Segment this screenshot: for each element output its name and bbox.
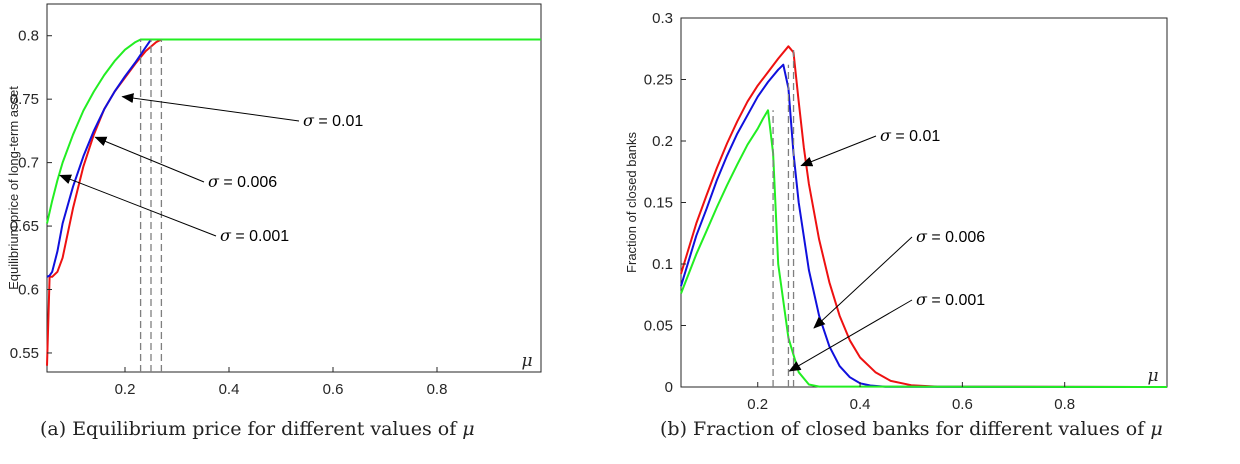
axes-box xyxy=(46,3,542,373)
x-tick-label-1: 0.4 xyxy=(219,381,240,398)
y-tick-label-0: 0.55 xyxy=(10,345,39,362)
annotation-arrow-1 xyxy=(813,236,913,329)
annotation-label-0: σ = 0.01 xyxy=(880,126,940,145)
series-line-1 xyxy=(680,63,1168,388)
series-line-0 xyxy=(46,38,541,366)
y-tick-label-3: 0.15 xyxy=(644,195,673,212)
annotation-arrow-2 xyxy=(788,299,913,372)
y-axis-label: Fraction of closed banks xyxy=(624,132,639,273)
annotation-label-0: σ = 0.01 xyxy=(303,111,363,130)
y-tick-label-1: 0.6 xyxy=(18,282,39,299)
series-line-2 xyxy=(680,109,1168,388)
y-tick-label-5: 0.8 xyxy=(18,28,39,45)
y-tick-label-2: 0.65 xyxy=(10,218,39,235)
x-tick-label-3: 0.8 xyxy=(427,381,448,398)
y-axis-label: Equilibrium price of long-term asset xyxy=(6,86,21,290)
caption-b: (b) Fraction of closed banks for differe… xyxy=(660,418,1163,440)
x-tick-label-0: 0.2 xyxy=(115,381,136,398)
annotation-arrow-0 xyxy=(121,93,300,122)
series-line-0 xyxy=(680,45,1168,388)
y-tick-label-3: 0.7 xyxy=(18,155,39,172)
annotation-label-2: σ = 0.001 xyxy=(916,290,985,309)
annotation-arrow-0 xyxy=(800,135,877,167)
annotation-arrow-1 xyxy=(94,136,205,183)
y-tick-label-5: 0.25 xyxy=(644,72,673,89)
annotation-label-1: σ = 0.006 xyxy=(208,172,277,191)
chart-panel-a: 0.2 0.4 0.6 0.8 0.55 0.6 0.65 0.7 0.75 0.8 μ Equili… xyxy=(6,3,542,398)
annotation-label-2: σ = 0.001 xyxy=(220,226,289,245)
y-tick-label-2: 0.1 xyxy=(652,256,673,273)
axes-box xyxy=(680,17,1168,388)
annotation-arrow-2 xyxy=(59,174,217,237)
x-tick-label-3: 0.8 xyxy=(1054,396,1075,413)
x-tick-label-2: 0.6 xyxy=(952,396,973,413)
y-tick-label-4: 0.75 xyxy=(10,91,39,108)
caption-a-symbol: μ xyxy=(462,418,475,440)
y-tick-label-6: 0.3 xyxy=(652,10,673,27)
x-axis-label: μ xyxy=(1147,366,1158,386)
x-tick-label-2: 0.6 xyxy=(323,381,344,398)
y-tick-label-1: 0.05 xyxy=(644,318,673,335)
caption-b-text: (b) Fraction of closed banks for differe… xyxy=(660,418,1151,440)
x-axis-label: μ xyxy=(521,351,532,371)
y-tick-label-4: 0.2 xyxy=(652,133,673,150)
series-line-1 xyxy=(46,38,541,278)
caption-b-symbol: μ xyxy=(1150,418,1163,440)
caption-a-text: (a) Equilibrium price for different valu… xyxy=(40,418,463,440)
chart-panel-b: 0.2 0.4 0.6 0.8 0 0.05 0.1 0.15 0.2 0.25 0.3 μ Fract… xyxy=(624,10,1168,413)
series-line-2 xyxy=(46,38,541,224)
x-tick-label-1: 0.4 xyxy=(850,396,871,413)
x-tick-label-0: 0.2 xyxy=(747,396,768,413)
caption-a: (a) Equilibrium price for different valu… xyxy=(40,418,475,440)
y-tick-label-0: 0 xyxy=(665,379,673,396)
annotation-label-1: σ = 0.006 xyxy=(916,227,985,246)
